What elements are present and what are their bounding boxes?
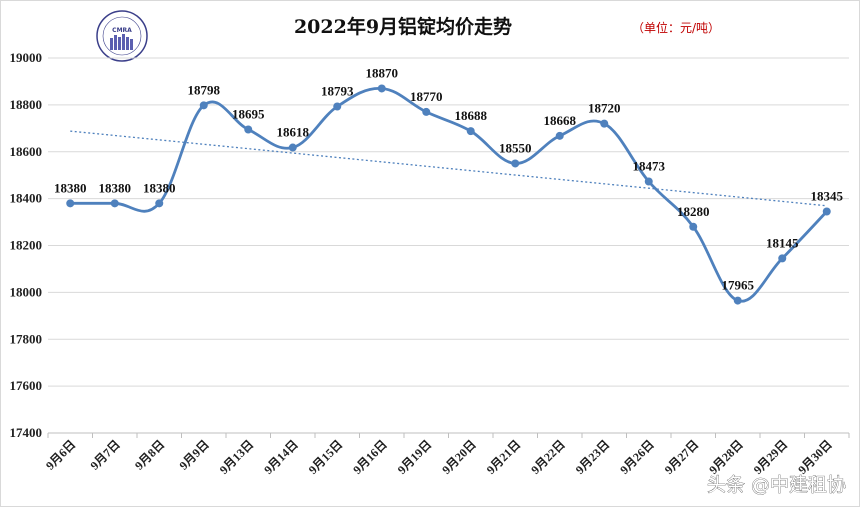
x-tick-label: 9月23日 bbox=[573, 437, 613, 477]
data-label: 18668 bbox=[544, 113, 577, 128]
data-point bbox=[333, 102, 342, 111]
data-label: 18380 bbox=[54, 180, 87, 195]
data-point bbox=[244, 125, 253, 134]
x-tick-label: 9月7日 bbox=[88, 437, 123, 472]
x-tick-label: 9月9日 bbox=[177, 437, 212, 472]
trendline bbox=[70, 130, 827, 207]
data-label: 18550 bbox=[499, 140, 532, 155]
data-point bbox=[822, 207, 831, 216]
data-label: 18345 bbox=[811, 189, 844, 204]
x-tick-label: 9月8日 bbox=[132, 437, 167, 472]
data-point bbox=[199, 101, 208, 110]
y-tick-label: 17400 bbox=[10, 425, 43, 440]
x-tick-label: 9月28日 bbox=[706, 437, 746, 477]
data-label: 18618 bbox=[277, 125, 310, 140]
unit-note: （单位：元/吨） bbox=[632, 20, 720, 35]
data-points bbox=[66, 84, 831, 305]
data-label: 18720 bbox=[588, 101, 621, 116]
series-line bbox=[70, 87, 828, 303]
x-tick-label: 9月13日 bbox=[217, 437, 257, 477]
data-point bbox=[733, 296, 742, 305]
data-point bbox=[110, 199, 119, 208]
data-label: 18770 bbox=[410, 89, 443, 104]
x-tick-label: 9月16日 bbox=[350, 437, 390, 477]
y-tick-label: 18200 bbox=[10, 238, 43, 253]
gridlines bbox=[48, 57, 849, 434]
data-label: 18870 bbox=[366, 65, 399, 80]
data-point bbox=[377, 84, 386, 93]
y-tick-label: 18600 bbox=[10, 144, 43, 159]
watermark: 头条 @中建租协 bbox=[707, 474, 846, 496]
data-label: 18145 bbox=[766, 235, 799, 250]
data-label: 18280 bbox=[677, 204, 710, 219]
x-tick-label: 9月29日 bbox=[751, 437, 791, 477]
data-label: 18473 bbox=[633, 159, 666, 174]
y-tick-label: 17800 bbox=[10, 331, 43, 346]
data-point bbox=[511, 159, 520, 168]
data-label: 18695 bbox=[232, 106, 265, 121]
data-point bbox=[155, 199, 164, 208]
x-tick-label: 9月21日 bbox=[484, 437, 524, 477]
series-path bbox=[70, 87, 828, 303]
data-point bbox=[644, 177, 653, 186]
y-tick-label: 18800 bbox=[10, 97, 43, 112]
x-tick-label: 9月6日 bbox=[43, 437, 78, 472]
data-point bbox=[600, 119, 609, 128]
x-tick-label: 9月14日 bbox=[261, 437, 301, 477]
data-point bbox=[288, 143, 297, 152]
x-tick-label: 9月20日 bbox=[439, 437, 479, 477]
y-tick-label: 18000 bbox=[10, 284, 43, 299]
data-point bbox=[689, 222, 698, 231]
data-point bbox=[422, 107, 431, 116]
data-label: 18793 bbox=[321, 84, 354, 99]
x-tick-label: 9月22日 bbox=[528, 437, 568, 477]
x-tick-label: 9月26日 bbox=[617, 437, 657, 477]
data-point bbox=[555, 131, 564, 140]
chart-title: 2022年9月铝锭均价走势 bbox=[294, 15, 512, 38]
data-point bbox=[466, 127, 475, 136]
y-tick-label: 19000 bbox=[10, 50, 43, 65]
data-label: 18380 bbox=[143, 180, 176, 195]
data-label: 18688 bbox=[455, 108, 488, 123]
y-tick-label: 17600 bbox=[10, 378, 43, 393]
data-label: 17965 bbox=[722, 278, 755, 293]
cmra-logo: CMRA bbox=[96, 10, 148, 62]
x-tick-label: 9月15日 bbox=[306, 437, 346, 477]
data-label: 18798 bbox=[188, 82, 221, 97]
x-tick-label: 9月27日 bbox=[662, 437, 702, 477]
x-tick-label: 9月30日 bbox=[795, 437, 835, 477]
logo-text: CMRA bbox=[112, 27, 132, 34]
data-labels: 18380 18380 18380 18798 18695 18618 18793 18870… bbox=[54, 65, 844, 292]
x-tick-label: 9月19日 bbox=[395, 437, 435, 477]
data-point bbox=[778, 254, 787, 263]
data-label: 18380 bbox=[99, 180, 132, 195]
y-tick-label: 18400 bbox=[10, 191, 43, 206]
data-point bbox=[66, 199, 75, 208]
trendline-path bbox=[70, 130, 827, 207]
x-axis: 9月6日 9月7日 9月8日 9月9日 9月13日 9月14日 9月15日 9月16日 9月19… bbox=[43, 433, 850, 477]
